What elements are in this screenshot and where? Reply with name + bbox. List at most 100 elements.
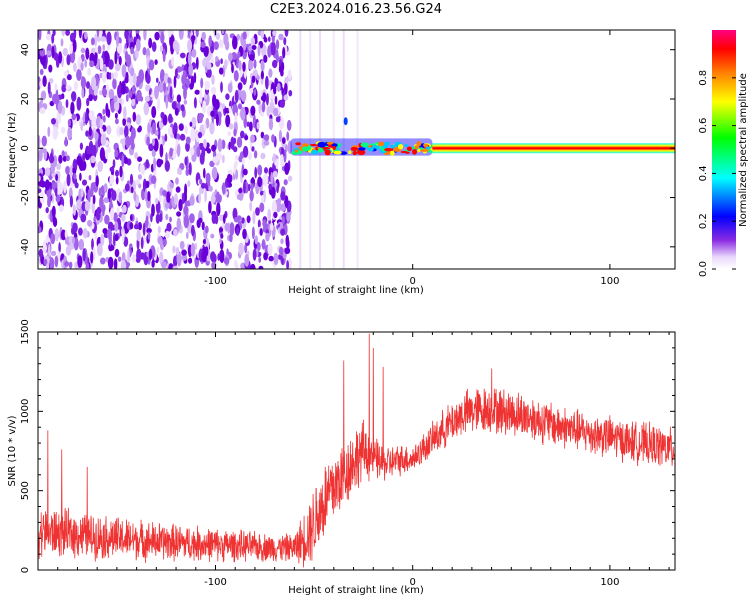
noise-blob: [251, 226, 255, 240]
noise-blob: [82, 227, 88, 239]
noise-blob: [176, 252, 182, 267]
noise-blob: [156, 246, 160, 254]
noise-blob: [172, 245, 176, 254]
transition-blob: [343, 117, 348, 126]
noise-blob: [162, 238, 167, 246]
noise-blob: [107, 108, 111, 118]
noise-blob: [38, 135, 41, 149]
noise-blob: [270, 41, 276, 56]
noise-blob: [108, 72, 112, 80]
noise-blob: [176, 66, 182, 73]
noise-blob: [188, 63, 194, 76]
noise-blob: [48, 78, 54, 84]
noise-blob: [198, 217, 203, 224]
noise-blob: [65, 165, 71, 175]
snr-x-axis-label: Height of straight line (km): [288, 585, 424, 596]
noise-blob: [251, 45, 257, 50]
noise-blob: [139, 96, 144, 102]
noise-blob: [82, 248, 86, 262]
noise-blob: [135, 257, 141, 263]
noise-blob: [263, 140, 270, 146]
spectrogram-x-axis-label: Height of straight line (km): [288, 285, 424, 296]
noise-blob: [280, 69, 284, 77]
noise-blob: [186, 78, 190, 88]
noise-blob: [148, 37, 153, 49]
noise-blob: [166, 191, 171, 204]
noise-blob: [120, 138, 124, 144]
noise-blob: [203, 167, 206, 179]
noise-blob: [58, 204, 64, 212]
noise-blob: [113, 95, 118, 103]
noise-blob: [114, 118, 119, 125]
noise-blob: [251, 146, 255, 152]
noise-blob: [47, 126, 51, 137]
noise-blob: [123, 156, 129, 164]
transition-blob: [309, 144, 318, 147]
noise-blob: [248, 54, 255, 61]
noise-blob: [231, 52, 238, 60]
noise-blob: [119, 127, 124, 136]
noise-blob: [286, 131, 290, 141]
noise-blob: [218, 227, 224, 233]
noise-blob: [102, 228, 108, 234]
noise-blob: [216, 191, 220, 203]
noise-blob: [257, 44, 261, 57]
spectrogram-panel: -100 0 100 -40 -20 0 20 40 Height of straight …: [7, 29, 676, 296]
noise-blob: [54, 228, 59, 242]
noise-blob: [132, 111, 137, 122]
noise-blob: [85, 47, 90, 60]
noise-blob: [250, 105, 256, 117]
noise-blob: [286, 260, 289, 269]
noise-blob: [101, 88, 108, 97]
noise-blob: [78, 30, 82, 39]
noise-blob: [164, 133, 168, 142]
noise-blob: [90, 182, 97, 191]
noise-blob: [66, 54, 71, 66]
noise-blob: [221, 30, 225, 35]
noise-blob: [109, 174, 115, 185]
noise-blob: [49, 257, 55, 269]
noise-blob: [45, 234, 50, 243]
noise-blob: [176, 144, 181, 157]
noise-blob: [115, 34, 119, 47]
noise-blob: [178, 30, 184, 40]
noise-blob: [221, 103, 225, 110]
noise-blob: [80, 213, 87, 223]
noise-blob: [124, 50, 129, 62]
noise-blob: [85, 111, 88, 126]
noise-blob: [207, 180, 211, 188]
snr-y-tick-label: 1000: [20, 399, 31, 424]
noise-blob: [102, 44, 106, 51]
noise-blob: [273, 211, 278, 219]
noise-blob: [114, 221, 119, 232]
noise-blob: [40, 180, 46, 188]
spectrogram-y-ticks: -40 -20 0 20 40: [20, 43, 675, 255]
noise-blob: [250, 134, 255, 144]
noise-blob: [48, 154, 55, 164]
noise-blob: [268, 68, 273, 78]
noise-blob: [92, 194, 96, 205]
noise-blob: [284, 30, 289, 37]
snr-panel: -100 0 100 0 500 1000 1500 Height of straight…: [7, 319, 676, 596]
noise-blob: [125, 94, 129, 102]
transition-blob: [357, 149, 366, 156]
snr-series-line: [38, 333, 675, 568]
noise-blob: [195, 30, 199, 38]
noise-blob: [244, 243, 248, 254]
noise-blob: [121, 154, 125, 168]
noise-blob: [87, 219, 93, 227]
noise-blob: [45, 33, 52, 41]
noise-blob: [117, 84, 123, 99]
noise-blob: [132, 72, 137, 86]
colorbar-tick-label: 0.2: [698, 213, 709, 229]
noise-blob: [76, 199, 82, 210]
snr-plot-frame: [37, 331, 676, 571]
noise-blob: [114, 112, 118, 119]
noise-blob: [229, 233, 233, 243]
transition-blob: [324, 149, 331, 156]
noise-blob: [115, 63, 121, 72]
noise-blob: [152, 122, 156, 135]
noise-blob: [210, 251, 216, 262]
spectrogram-y-tick-label: 40: [20, 43, 31, 56]
noise-blob: [208, 185, 213, 192]
